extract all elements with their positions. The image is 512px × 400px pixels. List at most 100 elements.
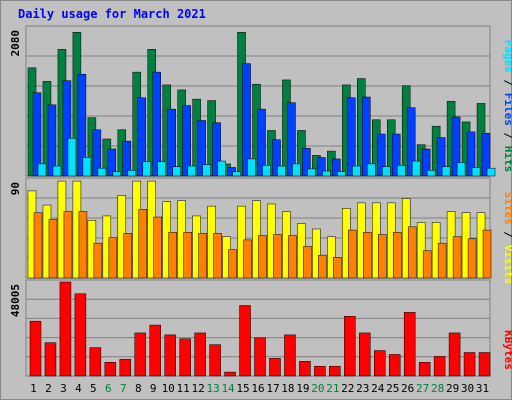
bar-pages-day-19 — [307, 168, 316, 177]
legend-top: Pages / Files / Hits — [502, 40, 512, 173]
legend-entry: Pages — [502, 40, 512, 73]
bar-visits-day-20 — [312, 228, 321, 279]
x-tick-day-3: 3 — [60, 382, 67, 395]
bar-sites-day-13 — [213, 233, 222, 279]
bar-kbytes-day-31 — [478, 352, 491, 377]
bar-sites-day-8 — [138, 209, 148, 279]
bar-pages-day-15 — [247, 158, 256, 177]
chart-title: Daily usage for March 2021 — [18, 7, 206, 21]
bar-pages-day-20 — [322, 170, 331, 177]
bar-files-day-16 — [257, 108, 266, 177]
bar-kbytes-day-14 — [224, 371, 236, 377]
legend-entry: / — [502, 225, 512, 245]
max-label-bottom: 48005 — [9, 284, 22, 317]
bar-sites-day-20 — [318, 254, 327, 279]
bar-kbytes-day-4 — [74, 293, 87, 377]
bar-files-day-25 — [391, 133, 401, 177]
bar-sites-day-22 — [348, 229, 357, 279]
bar-files-day-20 — [317, 157, 326, 177]
x-tick-day-28: 28 — [431, 382, 444, 395]
bar-sites-day-31 — [482, 229, 492, 279]
bar-pages-day-27 — [426, 170, 436, 177]
bar-kbytes-day-24 — [374, 350, 386, 377]
bar-sites-day-23 — [363, 232, 372, 279]
bar-files-day-13 — [212, 122, 221, 177]
bar-kbytes-day-3 — [59, 281, 72, 377]
x-tick-day-17: 17 — [266, 382, 279, 395]
bar-kbytes-day-5 — [89, 347, 102, 377]
bar-files-day-21 — [332, 158, 341, 177]
x-tick-day-15: 15 — [236, 382, 249, 395]
panel-middle: 90 Sites / Visits — [9, 177, 512, 284]
bar-sites-day-3 — [63, 211, 73, 279]
bar-sites-day-30 — [467, 238, 477, 279]
bar-sites-day-25 — [392, 232, 402, 279]
bar-files-day-12 — [197, 120, 206, 177]
bar-kbytes-day-6 — [104, 362, 117, 377]
bar-files-day-30 — [466, 131, 476, 177]
legend-entry: Files — [502, 93, 512, 126]
bar-sites-day-2 — [48, 218, 58, 279]
bar-pages-day-23 — [367, 163, 376, 177]
x-tick-day-9: 9 — [150, 382, 157, 395]
x-tick-day-30: 30 — [461, 382, 474, 395]
bar-kbytes-day-19 — [299, 361, 311, 377]
bar-files-day-26 — [406, 107, 416, 177]
bar-kbytes-day-12 — [194, 332, 206, 377]
bar-sites-day-1 — [33, 212, 43, 279]
bar-files-day-31 — [481, 133, 491, 177]
bar-sites-day-21 — [333, 257, 342, 279]
bar-files-day-8 — [137, 97, 147, 177]
bar-files-day-11 — [182, 105, 191, 177]
x-tick-day-31: 31 — [476, 382, 489, 395]
bar-kbytes-day-28 — [433, 356, 446, 377]
bar-sites-day-17 — [273, 234, 282, 279]
bar-files-day-1 — [32, 92, 42, 177]
bar-pages-day-5 — [97, 167, 107, 177]
bar-files-day-9 — [152, 71, 161, 177]
bar-pages-day-16 — [262, 165, 271, 177]
bar-pages-day-9 — [157, 161, 166, 177]
bar-sites-day-16 — [258, 235, 267, 279]
bar-pages-day-26 — [411, 160, 421, 177]
bar-sites-day-9 — [153, 216, 162, 279]
x-tick-day-27: 27 — [416, 382, 429, 395]
bar-kbytes-day-11 — [179, 338, 191, 377]
bar-pages-day-29 — [456, 162, 466, 177]
bar-pages-day-24 — [382, 166, 391, 177]
x-tick-day-4: 4 — [75, 382, 82, 395]
bar-pages-day-28 — [441, 166, 451, 177]
bar-sites-day-24 — [378, 234, 387, 279]
bar-kbytes-day-30 — [463, 352, 476, 377]
bar-files-day-23 — [362, 96, 371, 177]
max-label-middle: 90 — [9, 182, 22, 195]
x-tick-day-26: 26 — [401, 382, 414, 395]
x-tick-day-13: 13 — [206, 382, 219, 395]
bar-pages-day-8 — [142, 161, 152, 177]
bar-files-day-15 — [242, 63, 251, 177]
bar-kbytes-day-29 — [448, 332, 461, 377]
bar-sites-day-27 — [422, 250, 432, 279]
bar-files-day-4 — [77, 74, 87, 177]
panel-bottom: 48005 KBytes — [9, 279, 512, 377]
legend-bottom: KBytes — [502, 330, 512, 370]
bar-sites-day-28 — [437, 242, 447, 279]
bar-pages-day-18 — [292, 163, 301, 177]
x-tick-day-23: 23 — [356, 382, 369, 395]
bar-pages-day-31 — [486, 167, 496, 177]
bar-sites-day-4 — [78, 211, 88, 279]
bar-kbytes-day-16 — [254, 337, 266, 377]
bar-files-day-27 — [421, 148, 431, 177]
bar-sites-day-14 — [228, 249, 237, 279]
max-label-top: 2080 — [9, 30, 22, 57]
bar-kbytes-day-18 — [284, 334, 296, 377]
bar-kbytes-day-23 — [359, 332, 371, 377]
bar-sites-day-6 — [108, 237, 118, 279]
bar-files-day-18 — [287, 102, 296, 177]
x-tick-day-19: 19 — [296, 382, 309, 395]
x-tick-day-12: 12 — [192, 382, 205, 395]
bar-sites-day-12 — [198, 233, 207, 279]
bar-pages-day-10 — [172, 166, 181, 177]
bar-sites-day-11 — [183, 232, 192, 279]
bar-pages-day-30 — [471, 167, 481, 177]
